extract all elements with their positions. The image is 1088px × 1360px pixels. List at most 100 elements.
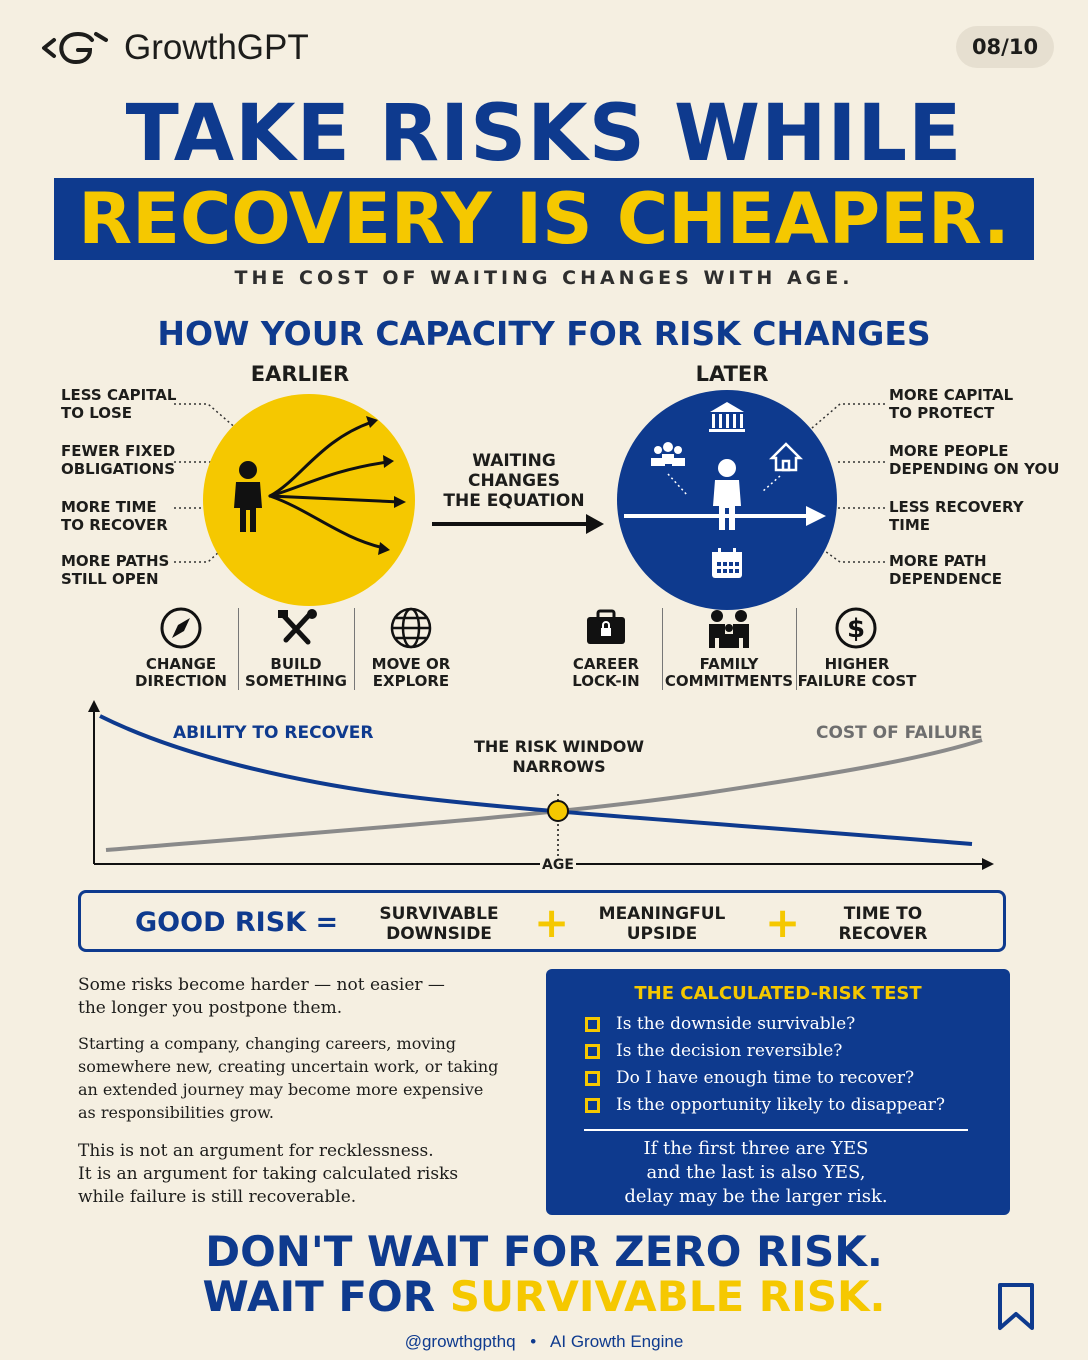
earlier-note: MORE TIME TO RECOVER [61,498,168,534]
later-person-icon [713,459,741,530]
cost-of-failure-curve [105,738,983,852]
term-line: DOWNSIDE [386,924,492,944]
family-icon [709,610,749,648]
term-line: RECOVER [838,924,928,944]
later-note: MORE PATH DEPENDENCE [889,552,1002,588]
note-line: MORE CAPITAL [889,386,1014,404]
conclusion-line: delay may be the larger risk. [624,1186,888,1207]
ability-label: ABILITY TO RECOVER [173,723,374,743]
checklist-item[interactable]: Is the downside survivable? [585,1014,945,1034]
test-checklist: Is the downside survivable? Is the decis… [585,1014,945,1115]
checklist-item[interactable]: Do I have enough time to recover? [585,1068,945,1088]
brand-name: GrowthGPT [124,28,309,67]
later-note: LESS RECOVERY TIME [889,498,1024,534]
earlier-note: LESS CAPITAL TO LOSE [61,386,176,422]
note-line: STILL OPEN [61,570,159,588]
bookmark-icon[interactable] [996,1282,1036,1332]
headline-line-1: TAKE RISKS WHILE [125,89,963,179]
icon-label: FAMILY COMMITMENTS [664,656,794,690]
note-line: MORE PATHS [61,552,170,570]
equation-lhs: GOOD RISK = [135,907,339,938]
transition-line-1: WAITING [472,451,556,471]
transition-line-2: CHANGES [468,471,560,491]
note-line: LESS RECOVERY [889,498,1024,516]
body-line: This is not an argument for recklessness… [78,1141,434,1161]
note-line: DEPENDENCE [889,570,1002,588]
page-counter-badge: 08/10 [956,26,1054,68]
term-line: SURVIVABLE [379,904,499,924]
body-line: somewhere new, creating uncertain work, … [78,1057,499,1076]
checkbox[interactable] [585,1043,600,1059]
earlier-title: EARLIER [250,362,350,386]
body-paragraph-1: Some risks become harder — not easier — … [78,974,538,1020]
icon-label: HIGHER FAILURE COST [792,656,922,690]
paths-arrows [268,420,402,550]
conclusion-line: and the last is also YES, [646,1162,866,1183]
earlier-note: FEWER FIXED OBLIGATIONS [61,442,175,478]
term-line: TIME TO [843,904,923,924]
ability-to-recover-curve [99,714,973,846]
body-line: as responsibilities grow. [78,1103,274,1122]
icon-label-line: EXPLORE [372,672,450,690]
divider [662,608,663,690]
icon-label-line: CAREER [572,655,640,673]
icon-label-line: MOVE OR [371,655,451,673]
body-line: the longer you postpone them. [78,998,343,1018]
window-label-line: NARROWS [512,757,606,776]
checklist-item[interactable]: Is the opportunity likely to disappear? [585,1095,945,1115]
icon-label: BUILD SOMETHING [231,656,361,690]
plus-sign: + [534,898,570,947]
later-note: MORE PEOPLE DEPENDING ON YOU [889,442,1059,478]
icon-label-line: FAILURE COST [797,672,917,690]
note-line: LESS CAPITAL [61,386,177,404]
checkbox[interactable] [585,1070,600,1086]
checkbox[interactable] [585,1097,600,1113]
icon-label: CAREER LOCK-IN [541,656,671,690]
credit-handle[interactable]: @growthgpthq [404,1332,516,1351]
checkbox[interactable] [585,1016,600,1032]
risk-window-label: THE RISK WINDOW NARROWS [458,737,660,777]
footer-line-2: WAIT FOR SURVIVABLE RISK. [0,1274,1088,1320]
note-line: MORE PATH [889,552,987,570]
icon-label-line: HIGHER [824,655,890,673]
divider [354,608,355,690]
note-line: FEWER FIXED [61,442,176,460]
globe-icon [390,607,432,649]
person-icon [234,461,262,532]
body-paragraph-3: This is not an argument for recklessness… [78,1140,538,1209]
icon-label-line: COMMITMENTS [664,672,794,690]
credit-separator: • [530,1332,537,1351]
icon-label-line: DIRECTION [135,672,227,690]
checklist-text: Is the downside survivable? [616,1014,856,1034]
body-line: It is an argument for taking calculated … [78,1164,459,1184]
body-line: Some risks become harder — not easier — [78,975,445,995]
plus-sign: + [765,898,801,947]
risk-curves [88,700,994,870]
icon-label-line: BUILD [270,655,322,673]
svg-text:$: $ [847,614,865,644]
term-line: UPSIDE [626,924,698,944]
headline-line-2: RECOVERY IS CHEAPER. [78,178,1010,260]
note-line: TO LOSE [61,404,133,422]
bank-icon [709,402,745,432]
calendar-icon [712,548,742,578]
checklist-item[interactable]: Is the decision reversible? [585,1041,945,1061]
divider [796,608,797,690]
note-line: TO RECOVER [61,516,168,534]
earlier-note: MORE PATHS STILL OPEN [61,552,169,588]
transition-text: WAITING CHANGES THE EQUATION [434,451,594,511]
later-note: MORE CAPITAL TO PROTECT [889,386,1013,422]
later-title: LATER [695,362,769,386]
house-icon [768,442,804,472]
dollar-icon: $ [835,607,877,649]
cost-label: COST OF FAILURE [816,723,983,743]
checklist-text: Do I have enough time to recover? [616,1068,915,1088]
icon-row: $ [160,607,877,649]
credit-line: @growthgpthq • AI Growth Engine [0,1332,1088,1352]
icon-label-line: FAMILY [699,655,759,673]
body-paragraph-2: Starting a company, changing careers, mo… [78,1032,538,1124]
note-line: TO PROTECT [889,404,995,422]
footer-line-2-a: WAIT FOR [202,1272,450,1321]
footer-line-1: DON'T WAIT FOR ZERO RISK. [205,1227,883,1276]
